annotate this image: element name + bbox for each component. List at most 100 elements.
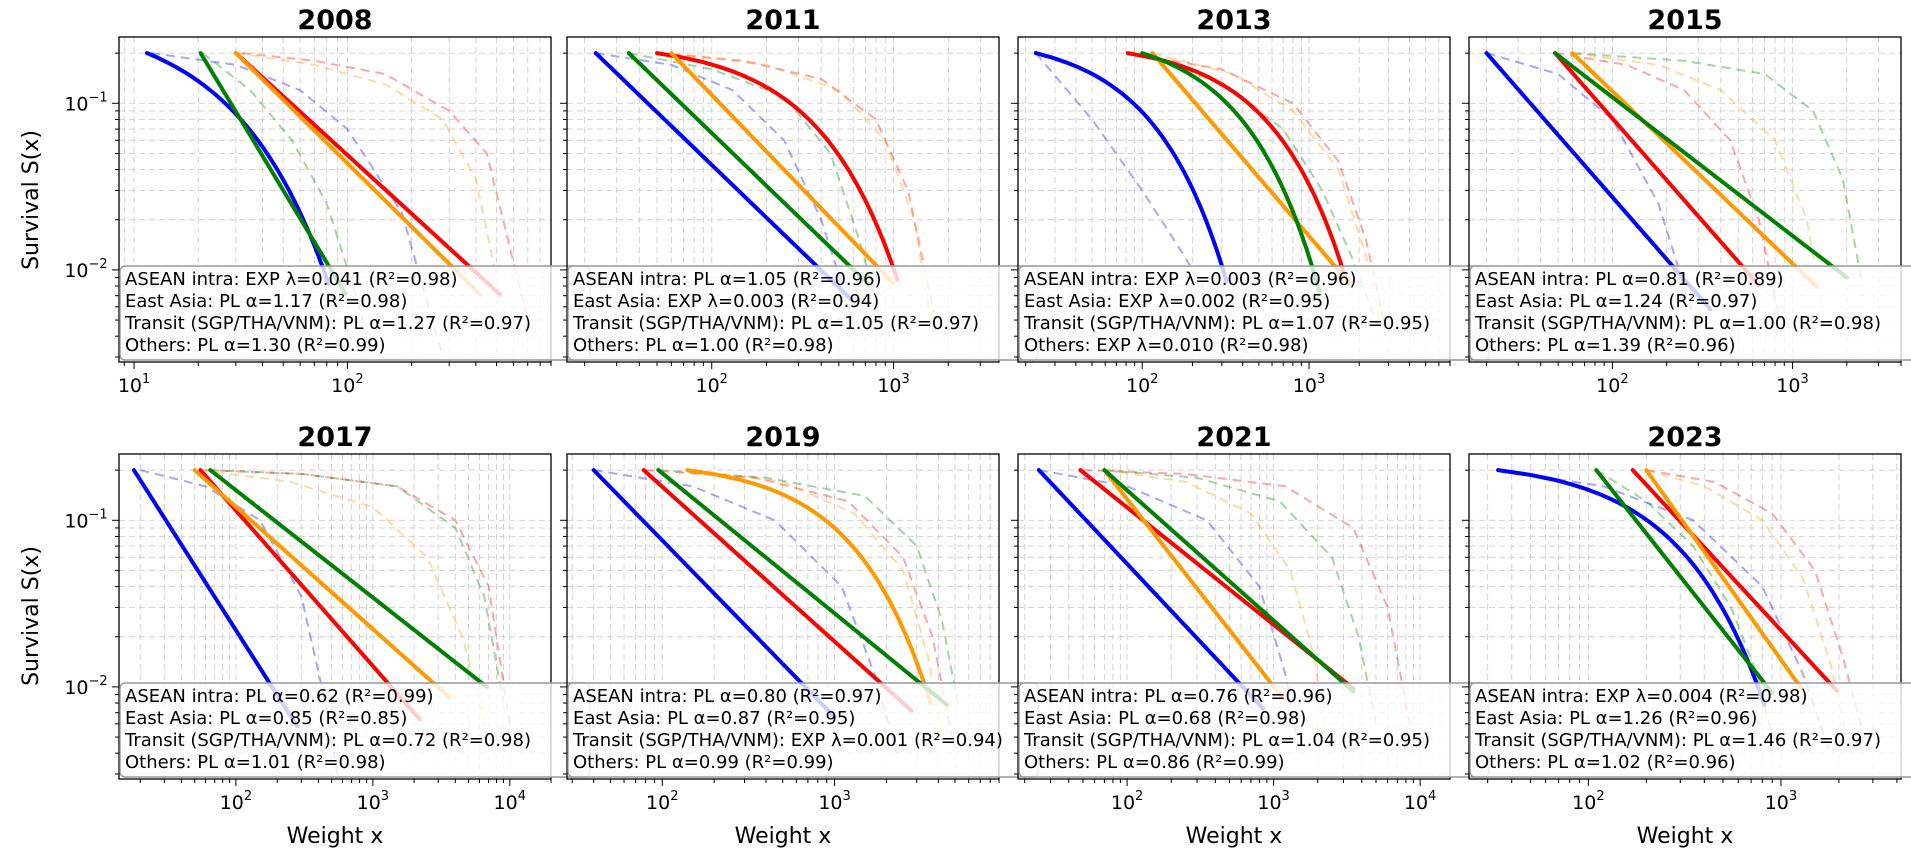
fit-line-east-asia (233, 51, 503, 297)
legend-entry: Others: PL α=1.30 (R²=0.99) (125, 335, 386, 356)
fit-line-asean-intra (1033, 51, 1229, 283)
x-tick-label: 103 (877, 372, 909, 397)
legend-entry: East Asia: PL α=1.24 (R²=0.97) (1475, 291, 1757, 312)
x-tick-label-exponent: 2 (1596, 789, 1604, 804)
x-tick-label: 102 (220, 789, 252, 814)
plot-frame (1017, 453, 1451, 780)
x-tick-label-base: 10 (1257, 792, 1281, 814)
x-tick-label-base: 10 (1765, 792, 1789, 814)
legend-entry: Transit (SGP/THA/VNM): EXP λ=0.001 (R²=0… (572, 730, 1003, 751)
fit-line-asean-intra (1496, 468, 1767, 707)
x-axis-label: Weight x (735, 824, 832, 849)
axis-ticks (1462, 52, 1902, 369)
fit-line-transit-sgp-tha-vnm- (1644, 468, 1805, 693)
panel-title: 2019 (745, 422, 820, 453)
x-tick-label-exponent: 3 (843, 789, 851, 804)
empirical-line-transit-sgp-tha-vnm- (1646, 469, 1848, 738)
legend-entry: ASEAN intra: EXP λ=0.041 (R²=0.98) (125, 269, 458, 290)
fit-line-others (1553, 51, 1849, 280)
x-tick-label-exponent: 2 (1620, 372, 1628, 387)
empirical-line-transit-sgp-tha-vnm- (671, 52, 932, 321)
empirical-line-transit-sgp-tha-vnm- (692, 469, 943, 738)
empirical-line-east-asia (241, 52, 529, 321)
x-tick-label: 101 (118, 372, 150, 397)
legend-entry: ASEAN intra: PL α=0.62 (R²=0.99) (125, 686, 434, 707)
legend-entry: Others: PL α=1.01 (R²=0.98) (125, 752, 386, 773)
curves (1036, 468, 1411, 754)
fit-line-asean-intra (1036, 468, 1266, 711)
x-tick-label: 102 (695, 372, 727, 397)
curves (593, 51, 937, 321)
x-tick-label-exponent: 3 (1317, 372, 1325, 387)
x-tick-label-base: 10 (118, 375, 142, 397)
x-tick-label-base: 10 (494, 792, 518, 814)
fit-line-asean-intra (593, 51, 854, 302)
legend-entry: Transit (SGP/THA/VNM): PL α=1.05 (R²=0.9… (572, 313, 979, 334)
y-axis-label-top: Survival S(x) (19, 130, 44, 270)
empirical-line-transit-sgp-tha-vnm- (1572, 52, 1826, 321)
x-tick-label-base: 10 (1111, 792, 1135, 814)
x-tick-label-base: 10 (1776, 375, 1800, 397)
fit-line-transit-sgp-tha-vnm- (1570, 51, 1818, 288)
panel-title: 2015 (1647, 5, 1722, 36)
legend-entry: ASEAN intra: EXP λ=0.004 (R²=0.98) (1475, 686, 1808, 707)
fit-line-transit-sgp-tha-vnm- (1102, 468, 1285, 700)
legend-entry: ASEAN intra: PL α=1.05 (R²=0.96) (573, 269, 882, 290)
panel-title: 2008 (297, 5, 372, 36)
legend-entry: East Asia: PL α=0.85 (R²=0.85) (125, 708, 407, 729)
legend-entry: Transit (SGP/THA/VNM): PL α=0.72 (R²=0.9… (124, 730, 531, 751)
legend-entry: ASEAN intra: PL α=0.81 (R²=0.89) (1475, 269, 1784, 290)
legend-entry: Transit (SGP/THA/VNM): PL α=1.04 (R²=0.9… (1023, 730, 1430, 751)
axis-ticks (1011, 52, 1451, 369)
empirical-line-others (1104, 469, 1377, 725)
x-tick-label: 103 (357, 789, 389, 814)
x-tick-label: 104 (1404, 789, 1436, 814)
y-tick-label-base: 10 (64, 677, 88, 699)
fit-line-east-asia (1125, 51, 1348, 280)
curves (145, 51, 529, 358)
legend-box (1469, 265, 1911, 361)
legend-entry: Transit (SGP/THA/VNM): PL α=1.46 (R²=0.9… (1474, 730, 1881, 751)
legend-entry: Others: PL α=1.39 (R²=0.96) (1475, 335, 1736, 356)
x-tick-label-exponent: 2 (1150, 372, 1158, 387)
x-tick-label: 103 (1765, 789, 1797, 814)
y-tick-label-exponent: −2 (89, 674, 108, 689)
x-tick-label-base: 10 (877, 375, 901, 397)
x-tick-label: 102 (1126, 372, 1158, 397)
y-tick-label: 10−1 (64, 507, 107, 532)
x-tick-label-exponent: 1 (142, 372, 150, 387)
plot-frame (1468, 36, 1902, 363)
x-tick-label-base: 10 (695, 375, 719, 397)
fit-line-others (1140, 51, 1322, 293)
y-tick-label: 10−2 (64, 257, 107, 282)
legend-entry: Others: PL α=0.86 (R²=0.99) (1024, 752, 1285, 773)
y-tick-label-exponent: −2 (89, 257, 108, 272)
y-tick-label-base: 10 (64, 93, 88, 115)
empirical-line-asean-intra (595, 52, 855, 321)
axis-ticks (112, 52, 552, 369)
plot-frame (566, 453, 1000, 780)
x-tick-label-base: 10 (646, 792, 670, 814)
fit-line-east-asia (655, 51, 900, 282)
x-tick-label-exponent: 2 (720, 372, 728, 387)
legend-entry: Transit (SGP/THA/VNM): PL α=1.27 (R²=0.9… (124, 313, 531, 334)
x-tick-label: 102 (1111, 789, 1143, 814)
axis-ticks (560, 52, 981, 369)
plot-frame (118, 36, 552, 363)
x-tick-label: 102 (331, 372, 363, 397)
fit-line-asean-intra (145, 51, 331, 286)
empirical-line-transit-sgp-tha-vnm- (200, 469, 490, 738)
plot-frame (118, 453, 552, 780)
legend-entry: ASEAN intra: PL α=0.80 (R²=0.97) (573, 686, 882, 707)
empirical-line-transit-sgp-tha-vnm- (1104, 469, 1328, 738)
y-tick-label: 10−1 (64, 90, 107, 115)
fit-line-asean-intra (591, 468, 837, 719)
y-tick-label-base: 10 (64, 510, 88, 532)
legend-entry: East Asia: PL α=1.17 (R²=0.98) (125, 291, 407, 312)
fit-line-east-asia (1630, 468, 1839, 693)
x-tick-label: 104 (494, 789, 526, 814)
